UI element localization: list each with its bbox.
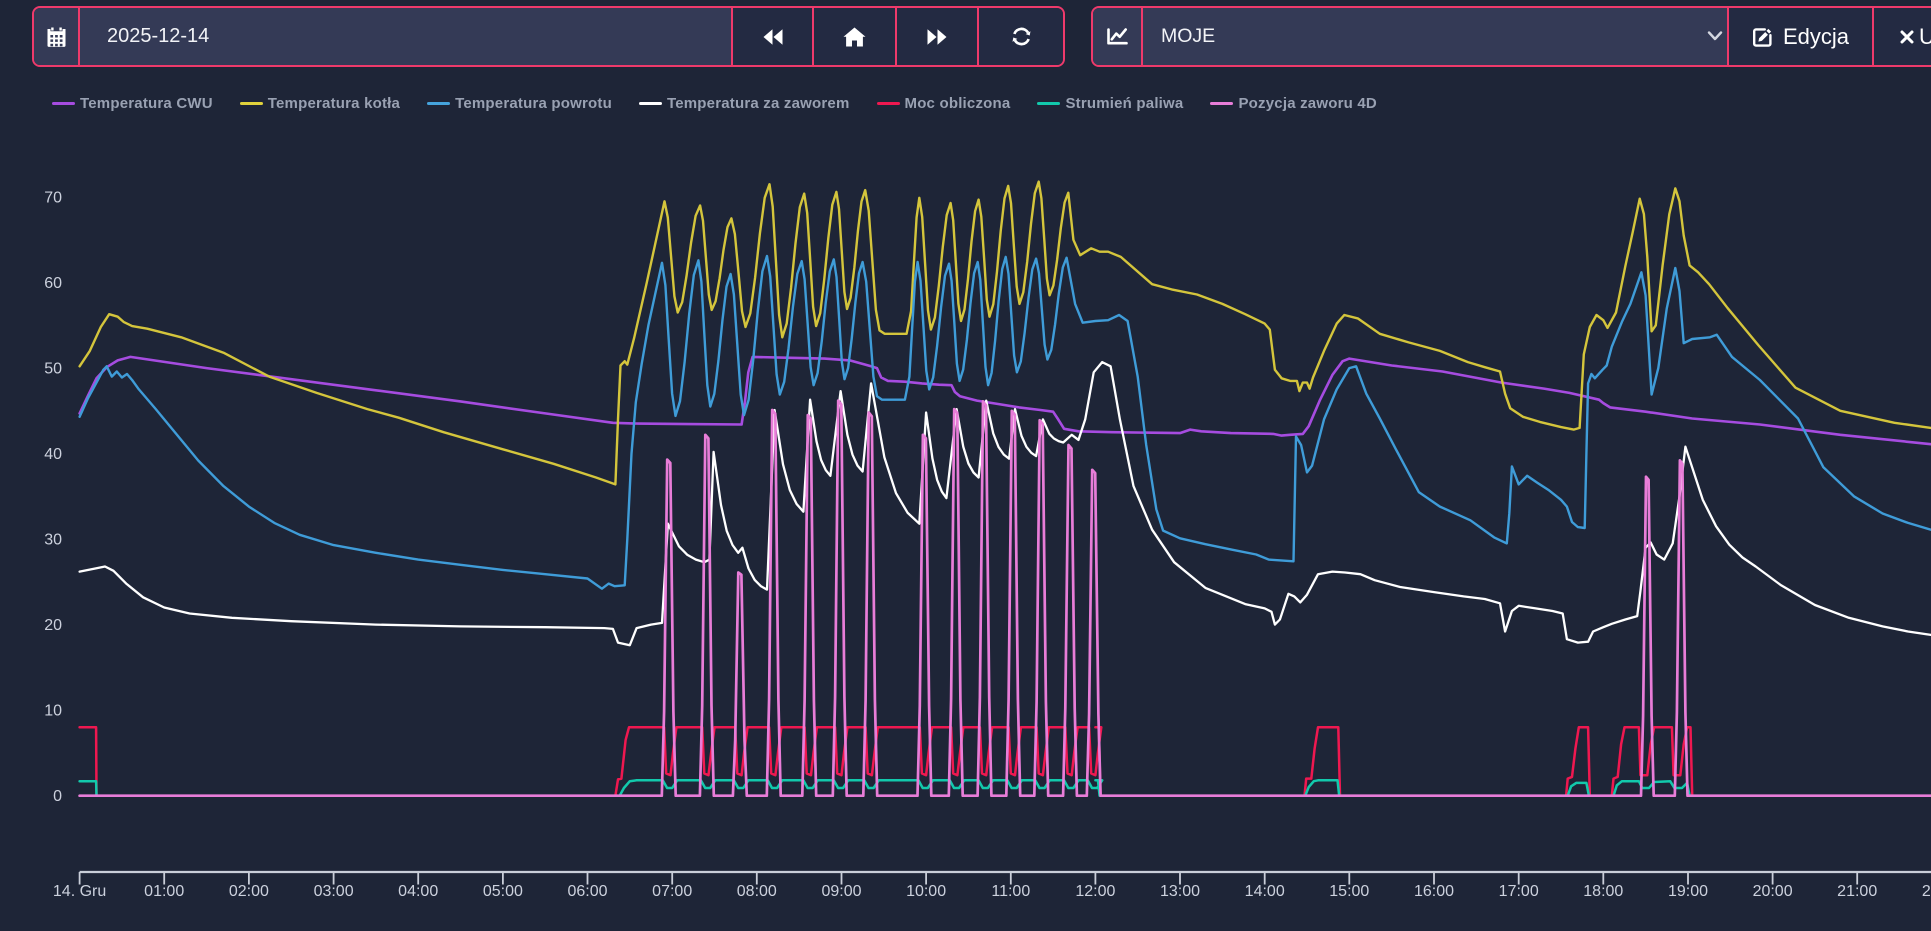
svg-text:14. Gru: 14. Gru xyxy=(53,883,106,900)
svg-text:03:00: 03:00 xyxy=(314,883,354,900)
svg-text:17:00: 17:00 xyxy=(1499,883,1539,900)
svg-text:60: 60 xyxy=(44,275,62,292)
svg-text:12:00: 12:00 xyxy=(1075,883,1115,900)
svg-text:09:00: 09:00 xyxy=(821,883,861,900)
svg-text:20: 20 xyxy=(44,617,62,634)
svg-text:14:00: 14:00 xyxy=(1245,883,1285,900)
svg-text:13:00: 13:00 xyxy=(1160,883,1200,900)
svg-text:01:00: 01:00 xyxy=(144,883,184,900)
svg-text:50: 50 xyxy=(44,361,62,378)
svg-text:70: 70 xyxy=(44,190,62,207)
svg-text:0: 0 xyxy=(53,788,62,805)
svg-text:21:00: 21:00 xyxy=(1837,883,1877,900)
svg-text:16:00: 16:00 xyxy=(1414,883,1454,900)
svg-text:05:00: 05:00 xyxy=(483,883,523,900)
svg-text:02:00: 02:00 xyxy=(229,883,269,900)
svg-text:10:00: 10:00 xyxy=(906,883,946,900)
svg-text:08:00: 08:00 xyxy=(737,883,777,900)
svg-text:11:00: 11:00 xyxy=(991,883,1030,900)
svg-text:07:00: 07:00 xyxy=(652,883,692,900)
svg-text:15:00: 15:00 xyxy=(1329,883,1369,900)
svg-text:20:00: 20:00 xyxy=(1753,883,1793,900)
svg-text:10: 10 xyxy=(44,703,62,720)
svg-text:22:00: 22:00 xyxy=(1922,883,1931,900)
svg-text:06:00: 06:00 xyxy=(567,883,607,900)
svg-text:19:00: 19:00 xyxy=(1668,883,1708,900)
svg-text:30: 30 xyxy=(44,532,62,549)
svg-text:40: 40 xyxy=(44,446,62,463)
svg-text:04:00: 04:00 xyxy=(398,883,438,900)
svg-text:18:00: 18:00 xyxy=(1583,883,1623,900)
